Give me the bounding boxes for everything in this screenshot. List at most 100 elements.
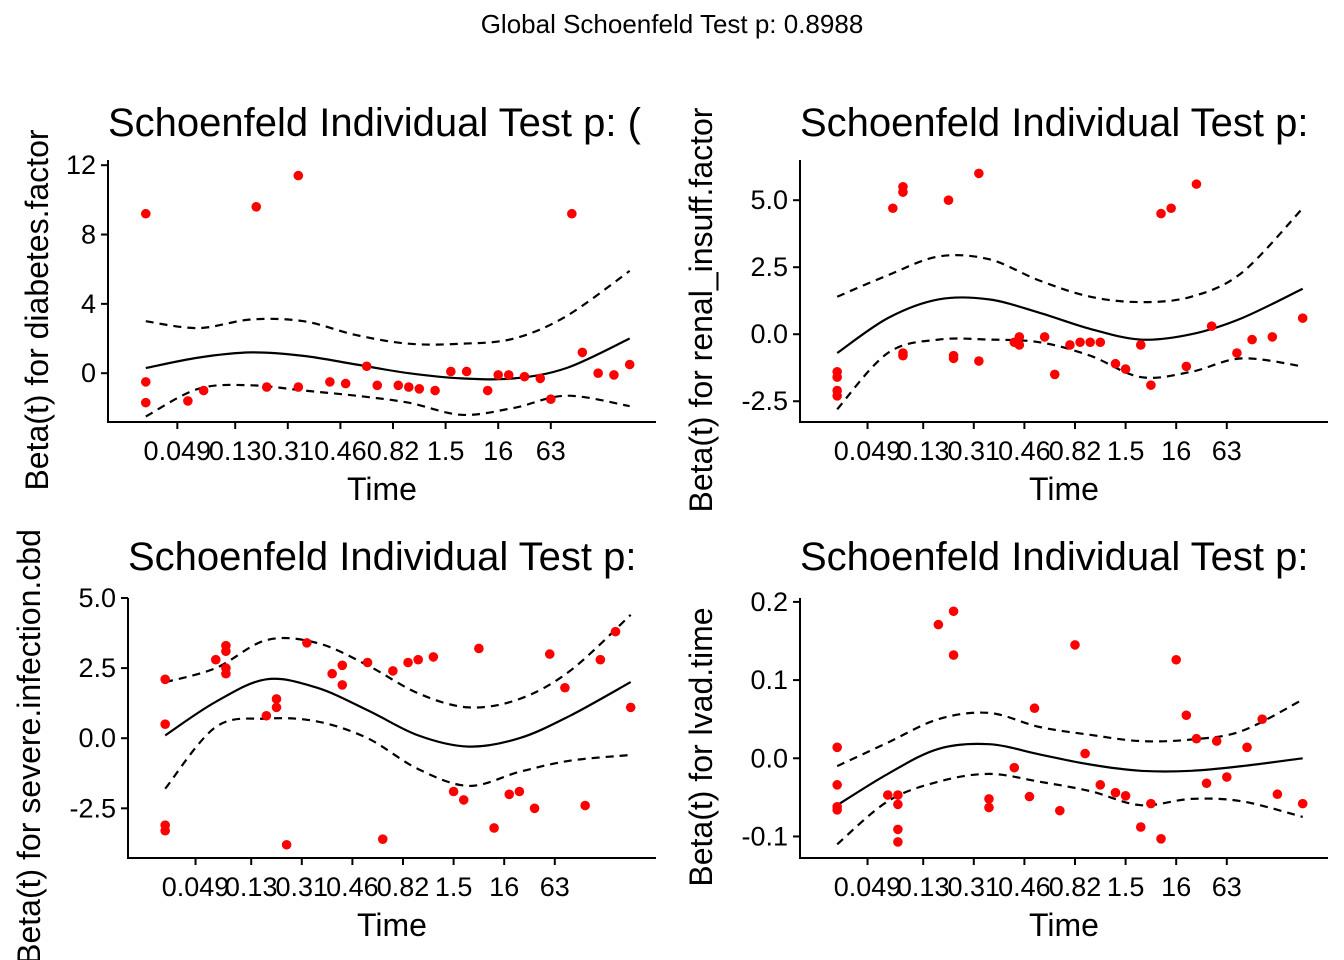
data-point: [1181, 710, 1192, 721]
data-point: [1120, 791, 1131, 801]
data-point: [1070, 640, 1080, 650]
data-point: [1146, 380, 1156, 390]
data-point: [1120, 364, 1131, 374]
data-point: [832, 391, 842, 401]
data-point: [933, 619, 944, 630]
data-point: [595, 654, 606, 665]
data-point: [361, 361, 372, 372]
data-point: [1055, 805, 1065, 816]
ci-lower-line: [164, 717, 631, 790]
x-tick-label: 63: [536, 436, 566, 466]
data-point: [210, 654, 221, 665]
data-point: [1075, 337, 1085, 348]
panel-severe-infection-ylabel: Beta(t) for severe.infection.cbd: [11, 529, 47, 960]
data-point: [1166, 203, 1176, 214]
data-point: [624, 359, 635, 370]
panel-severe-infection-title: Schoenfeld Individual Test p:: [128, 535, 637, 579]
panel-lvad-time-ylabel: Beta(t) for lvad.time: [683, 607, 719, 886]
data-point: [1039, 332, 1050, 342]
data-point: [428, 652, 439, 662]
x-tick-label: 16: [483, 436, 513, 466]
data-point: [888, 203, 898, 214]
data-point: [1085, 337, 1095, 348]
ci-upper-line: [836, 207, 1304, 304]
panel-diabetes-xlabel: Time: [347, 471, 417, 507]
data-point: [1080, 748, 1090, 759]
y-tick-label: 0: [81, 358, 96, 388]
data-point: [943, 195, 954, 206]
data-point: [577, 347, 588, 358]
data-point: [984, 794, 994, 804]
x-tick-label: 0.049: [834, 872, 902, 902]
data-point: [1146, 798, 1156, 809]
data-point: [140, 377, 151, 387]
x-tick-label: 0.31: [262, 436, 315, 466]
data-point: [1297, 798, 1308, 809]
x-tick-label: 0.82: [367, 436, 420, 466]
global-title: Global Schoenfeld Test p: 0.8988: [481, 9, 864, 39]
x-tick-label: 63: [540, 872, 570, 902]
data-point: [261, 710, 272, 721]
data-point: [893, 790, 903, 800]
data-point: [1009, 762, 1020, 773]
fit-line: [836, 287, 1304, 354]
data-point: [1029, 703, 1040, 714]
data-point: [974, 168, 984, 179]
x-tick-label: 0.13: [225, 872, 278, 902]
ci-upper-line: [836, 698, 1304, 768]
y-tick-label: 8: [81, 220, 96, 250]
data-point: [1257, 714, 1268, 724]
fit-line: [145, 337, 631, 381]
data-point: [183, 396, 193, 406]
ci-lower-line: [836, 772, 1303, 846]
data-point: [293, 170, 304, 181]
data-point: [535, 373, 546, 384]
data-point: [251, 202, 262, 212]
data-point: [1201, 778, 1212, 789]
ci-lower-line: [836, 337, 1303, 411]
y-tick-label: 2.5: [78, 653, 116, 683]
data-point: [493, 370, 504, 380]
data-point: [403, 657, 413, 668]
data-point: [546, 394, 556, 405]
x-tick-label: 0.46: [998, 872, 1051, 902]
data-point: [832, 780, 842, 790]
x-tick-label: 0.049: [834, 436, 902, 466]
y-tick-label: -0.1: [741, 821, 788, 851]
data-point: [1247, 334, 1257, 345]
data-point: [489, 823, 499, 833]
x-tick-label: 0.82: [377, 872, 430, 902]
x-tick-label: 0.46: [326, 872, 379, 902]
x-tick-label: 1.5: [1107, 872, 1145, 902]
data-point: [984, 802, 994, 813]
y-tick-label: 0.0: [78, 723, 116, 753]
data-point: [609, 370, 619, 380]
data-point: [221, 668, 231, 679]
x-tick-label: 0.13: [209, 436, 262, 466]
data-point: [1049, 369, 1060, 380]
y-tick-label: -2.5: [69, 793, 116, 823]
x-tick-label: 63: [1212, 436, 1242, 466]
data-point: [893, 837, 903, 847]
data-point: [625, 702, 636, 713]
y-tick-label: 5.0: [78, 583, 116, 613]
x-tick-label: 63: [1212, 872, 1242, 902]
data-point: [529, 803, 540, 814]
panel-lvad-time-xlabel: Time: [1029, 907, 1099, 943]
data-point: [948, 353, 959, 364]
data-point: [446, 366, 456, 377]
x-tick-label: 0.82: [1049, 872, 1102, 902]
data-point: [293, 382, 304, 392]
data-point: [1014, 340, 1025, 350]
data-point: [893, 824, 903, 835]
data-point: [458, 795, 469, 805]
data-point: [340, 378, 351, 389]
data-point: [1181, 361, 1192, 372]
data-point: [1024, 791, 1035, 802]
data-point: [1267, 332, 1278, 342]
